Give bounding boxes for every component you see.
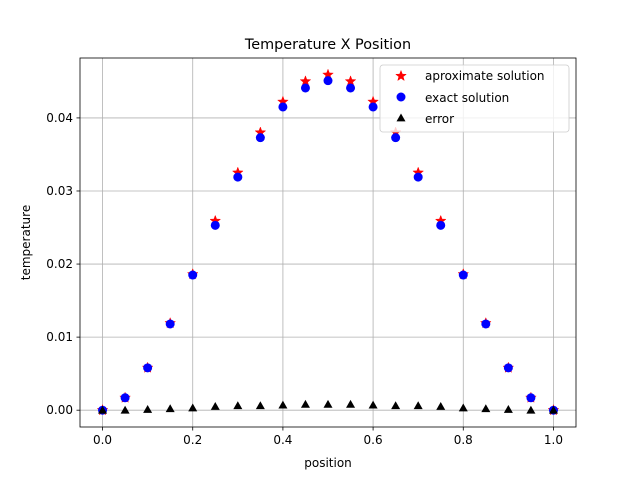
x-tick-label: 0.2 [183, 433, 202, 447]
exact-point [255, 133, 265, 143]
exact-point [503, 363, 513, 373]
exact-point [458, 270, 468, 280]
exact-point [233, 172, 243, 182]
error-point [233, 401, 243, 410]
error-point [188, 403, 198, 412]
legend-marker-aproximate [395, 69, 407, 82]
error-point [98, 405, 108, 414]
error-point [278, 400, 288, 409]
error-point [413, 401, 423, 410]
x-tick-label: 1.0 [544, 433, 563, 447]
x-tick-label: 0.8 [454, 433, 473, 447]
exact-point [165, 319, 175, 329]
error-point [300, 399, 310, 408]
y-axis-label: temperature [19, 205, 33, 280]
exact-point [391, 133, 401, 143]
error-point [458, 403, 468, 412]
x-tick-label: 0.0 [93, 433, 112, 447]
error-point [526, 405, 536, 414]
exact-point [436, 220, 446, 230]
error-point [436, 402, 446, 410]
exact-point [323, 76, 333, 86]
legend-label-exact: exact solution [425, 91, 509, 105]
exact-point [346, 83, 356, 93]
exact-point [368, 102, 378, 112]
x-tick-label: 0.6 [364, 433, 383, 447]
y-tick-label: 0.02 [46, 257, 73, 271]
error-point [120, 405, 130, 414]
error-point [210, 402, 220, 410]
error-point [548, 405, 558, 414]
exact-point [278, 102, 288, 112]
error-point [391, 401, 401, 410]
x-tick-label: 0.4 [273, 433, 292, 447]
error-point [143, 404, 153, 413]
error-point [165, 404, 175, 413]
exact-point [143, 363, 153, 373]
error-point [481, 404, 491, 413]
legend-label-aproximate: aproximate solution [425, 69, 545, 83]
y-tick-label: 0.00 [46, 403, 73, 417]
exact-point [300, 83, 310, 93]
exact-point [210, 220, 220, 230]
y-tick-label: 0.03 [46, 184, 73, 198]
exact-point [120, 393, 130, 403]
legend-marker-error [396, 113, 406, 122]
plot-markers [96, 68, 560, 416]
legend-box [379, 64, 570, 133]
x-axis-label: position [304, 456, 352, 470]
exact-point [526, 393, 536, 403]
y-tick-label: 0.01 [46, 330, 73, 344]
exact-point [481, 319, 491, 329]
error-point [255, 401, 265, 410]
y-tick-label: 0.04 [46, 111, 73, 125]
axis-ticks: 0.0 0.2 0.4 0.6 0.8 1.0 0.00 0.01 0.02 0.03 0.04 [46, 111, 563, 447]
axes-frame [79, 57, 577, 428]
error-point [368, 400, 378, 409]
legend: aproximate solution exact solution error [379, 64, 570, 133]
error-point [346, 399, 356, 408]
exact-point [188, 270, 198, 280]
error-point [503, 404, 513, 413]
error-point [323, 399, 333, 408]
series-error [98, 399, 558, 414]
legend-label-error: error [425, 112, 454, 126]
exact-point [413, 172, 423, 182]
chart-title: Temperature X Position [244, 37, 411, 53]
legend-markers [395, 69, 407, 122]
legend-marker-exact [396, 92, 406, 102]
